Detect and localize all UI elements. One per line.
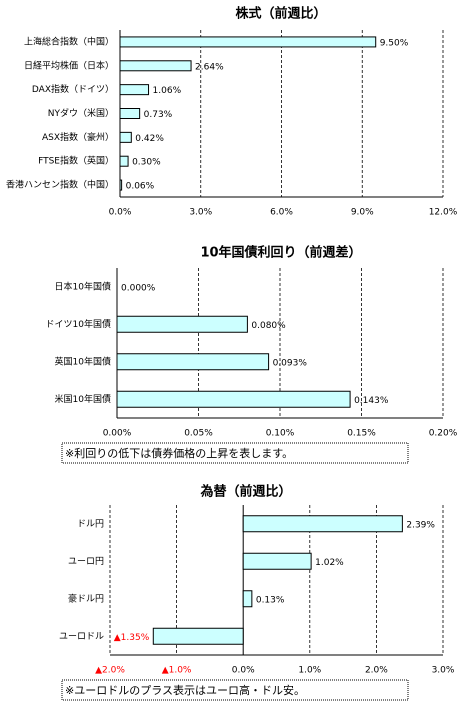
bar [119, 155, 129, 167]
bar [119, 179, 123, 191]
value-label: 9.50% [380, 38, 409, 48]
note-box [61, 442, 409, 464]
note-box [61, 679, 409, 701]
x-tick-label: 3.0% [189, 208, 212, 218]
x-tick-label: 0.20% [429, 429, 458, 439]
value-label: 1.06% [153, 86, 182, 96]
x-tick-label: 3.0% [432, 666, 455, 676]
bar [119, 84, 150, 96]
x-tick-label: 9.0% [351, 208, 374, 218]
value-label: 2.39% [406, 520, 435, 530]
x-tick-label: 0.00% [103, 429, 132, 439]
category-label: 日本10年国債 [55, 280, 111, 292]
x-tick-label: 12.0% [429, 208, 458, 218]
category-label: 香港ハンセン指数（中国） [6, 179, 114, 191]
x-tick-label: 6.0% [270, 208, 293, 218]
value-label: 0.143% [354, 396, 389, 406]
bar [119, 108, 141, 119]
value-label: 0.080% [251, 321, 286, 331]
category-label: 英国10年国債 [55, 355, 111, 367]
value-label: 1.02% [315, 558, 344, 568]
category-label: 日経平均株価（日本） [24, 59, 114, 71]
value-label: 0.73% [144, 110, 173, 120]
bar [116, 315, 248, 333]
bar [119, 60, 192, 72]
category-label: 豪ドル円 [68, 592, 104, 604]
category-label: FTSE指数（英国） [38, 155, 114, 167]
note: ※ユーロドルのプラス表示はユーロ高・ドル安。 [65, 683, 305, 697]
x-tick-label: 0.15% [347, 429, 376, 439]
chart-title: 為替（前週比） [200, 484, 291, 500]
x-tick-label: 2.0% [365, 666, 388, 676]
value-label: 0.000% [121, 283, 156, 293]
x-tick-label: 0.05% [184, 429, 213, 439]
value-label: 0.13% [256, 595, 285, 605]
category-label: ユーロ円 [68, 556, 104, 567]
category-label: NYダウ（米国） [48, 107, 114, 119]
category-label: ドル円 [77, 518, 104, 529]
x-tick-label: ▲1.0% [162, 666, 192, 676]
value-label: 0.42% [135, 134, 164, 144]
x-tick-label: 0.0% [232, 666, 255, 676]
value-label: 2.64% [195, 62, 224, 72]
bar [116, 353, 270, 371]
note: ※利回りの低下は債券価格の上昇を表します。 [65, 446, 293, 460]
x-tick-label: ▲2.0% [95, 666, 125, 676]
value-label: ▲1.35% [114, 633, 150, 643]
chart-title: 10年国債利回り（前週差） [200, 245, 361, 261]
bar [152, 627, 244, 645]
chart-title: 株式（前週比） [235, 6, 326, 22]
category-label: ドイツ10年国債 [46, 318, 111, 330]
category-label: ASX指数（豪州） [42, 131, 114, 143]
bar [119, 36, 377, 48]
bar [116, 390, 351, 408]
x-tick-label: 0.10% [266, 429, 295, 439]
category-label: 米国10年国債 [55, 393, 111, 405]
bar [119, 131, 132, 143]
bar [242, 515, 403, 533]
value-label: 0.093% [273, 358, 308, 368]
x-tick-label: 1.0% [298, 666, 321, 676]
category-label: ユーロドル [59, 632, 104, 642]
value-label: 0.06% [126, 182, 155, 192]
bar [242, 590, 253, 608]
value-label: 0.30% [132, 158, 161, 168]
category-label: 上海総合指数（中国） [24, 35, 114, 47]
x-tick-label: 0.0% [109, 208, 132, 218]
category-label: DAX指数（ドイツ） [32, 83, 114, 95]
bar [242, 552, 312, 570]
